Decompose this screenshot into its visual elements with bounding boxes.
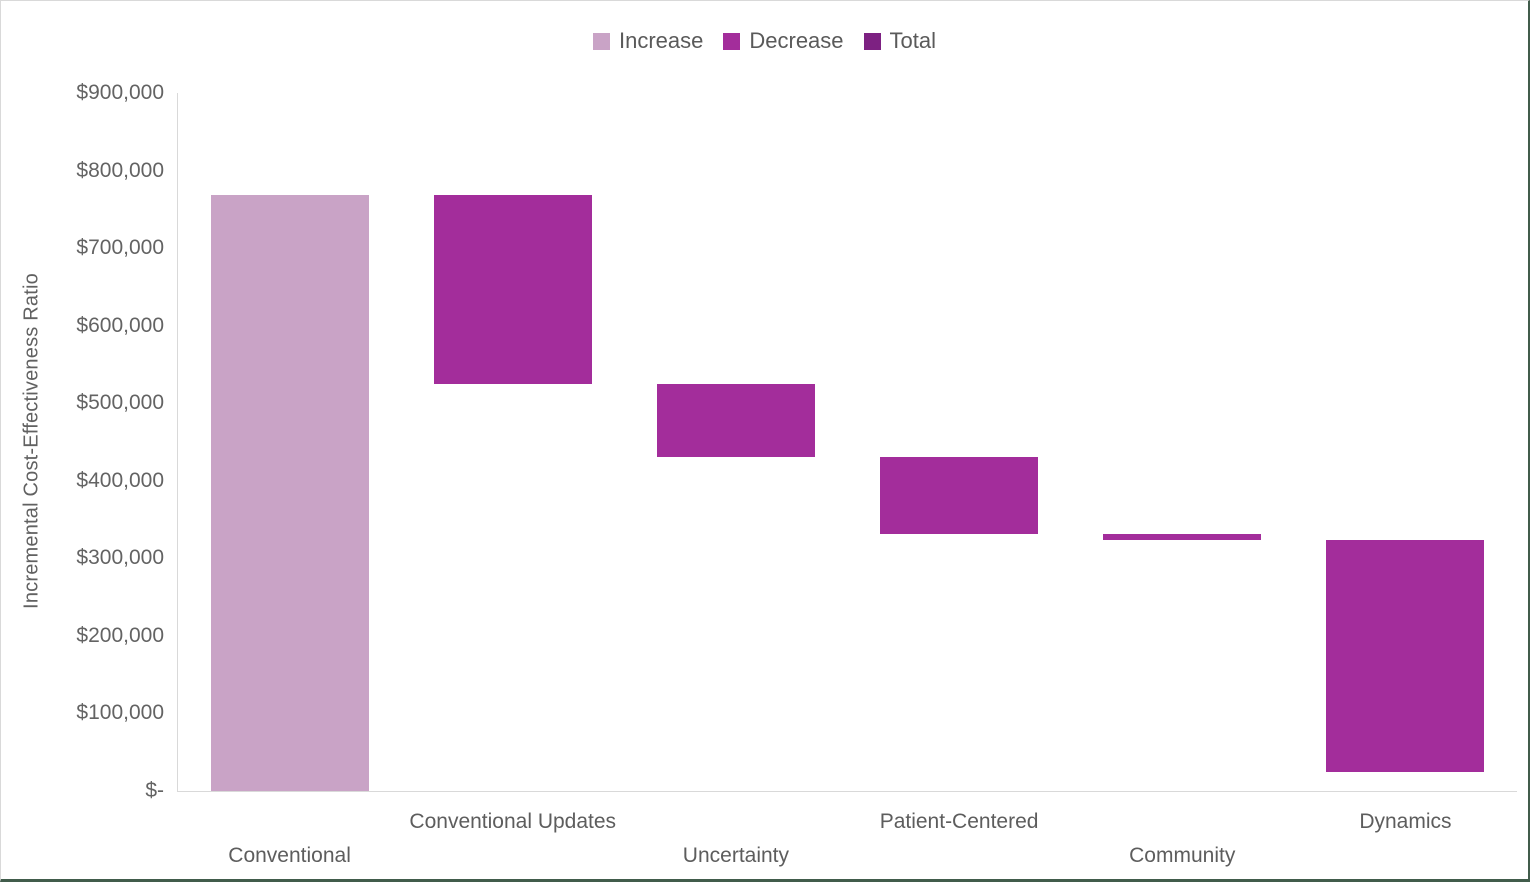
y-tick-label: $900,000 [76, 81, 164, 104]
legend-label-decrease: Decrease [749, 28, 844, 53]
y-axis-line [177, 93, 178, 791]
legend-swatch-increase-icon [592, 32, 610, 50]
legend-swatch-total-icon [863, 32, 881, 50]
x-axis-line [177, 791, 1517, 792]
bar-conventional-updates[interactable] [433, 195, 592, 384]
y-tick-label: $700,000 [76, 236, 164, 260]
x-label-patient-centered: Patient-Centered [879, 810, 1039, 833]
bar-community[interactable] [1103, 533, 1262, 541]
y-tick-label: $800,000 [76, 158, 164, 182]
bar-dynamics[interactable] [1326, 540, 1485, 772]
x-label-uncertainty: Uncertainty [682, 844, 790, 867]
y-tick-label: $200,000 [76, 623, 164, 647]
bar-conventional[interactable] [210, 195, 369, 791]
legend-swatch-decrease-icon [723, 32, 741, 50]
y-tick-label: $- [145, 779, 164, 802]
legend-label-increase: Increase [618, 28, 704, 53]
y-tick-label: $400,000 [76, 468, 164, 492]
legend-item-increase[interactable]: Increase [592, 28, 704, 53]
bar-patient-centered[interactable] [880, 456, 1039, 534]
x-label-conventional: Conventional [228, 844, 351, 867]
y-tick-label: $300,000 [76, 546, 164, 570]
x-label-conventional-updates: Conventional Updates [409, 810, 617, 833]
bar-uncertainty[interactable] [656, 383, 815, 457]
x-label-community: Community [1129, 844, 1236, 867]
y-tick-label: $500,000 [76, 391, 164, 415]
chart-legend: Increase Decrease Total [1, 29, 1528, 53]
x-label-dynamics: Dynamics [1359, 810, 1452, 833]
y-tick-label: $600,000 [76, 313, 164, 337]
legend-item-total[interactable]: Total [863, 28, 937, 53]
legend-item-decrease[interactable]: Decrease [723, 28, 844, 53]
y-tick-label: $100,000 [76, 701, 164, 725]
legend-label-total: Total [889, 28, 937, 53]
